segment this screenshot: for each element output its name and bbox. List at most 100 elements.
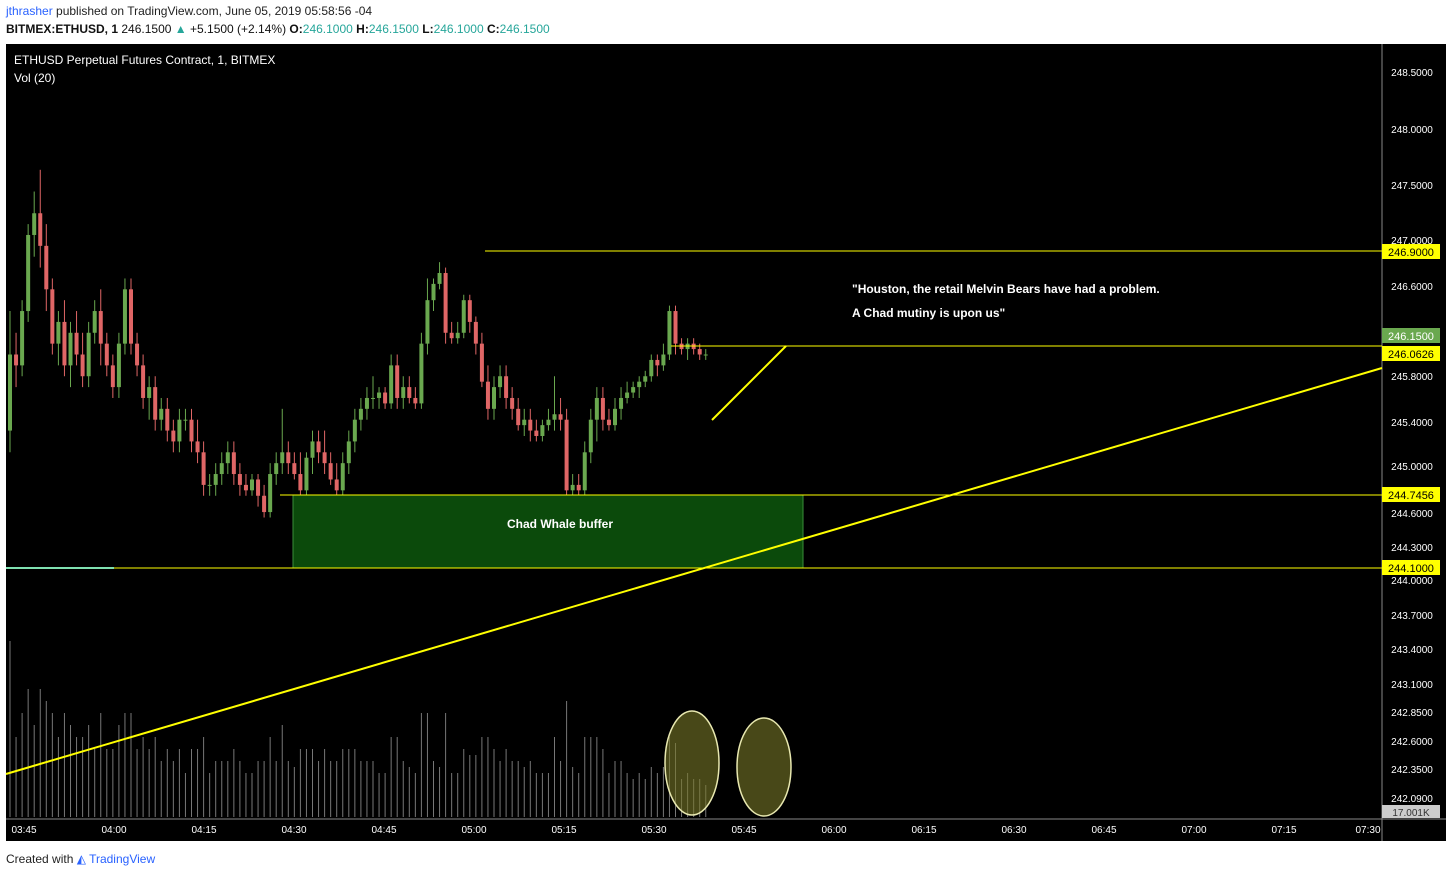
price-change: +5.1500 (+2.14%)	[190, 22, 287, 36]
open-label: O:	[289, 22, 303, 36]
candle-body	[510, 397, 515, 409]
up-arrow-icon: ▲	[174, 22, 187, 36]
candle-body	[637, 381, 642, 388]
candle-body	[498, 376, 503, 388]
candle-body	[673, 311, 678, 344]
time-tick-label: 07:30	[1355, 825, 1380, 836]
candle-body	[153, 387, 158, 420]
low-value: 246.1000	[433, 22, 484, 36]
candle-body	[20, 311, 25, 366]
candle-body	[50, 289, 55, 344]
candle-body	[492, 387, 496, 409]
time-tick-label: 06:30	[1001, 825, 1026, 836]
chad-whale-buffer-zone[interactable]	[292, 494, 804, 569]
candle-body	[250, 479, 254, 491]
candle-body	[80, 354, 85, 377]
annotation-text-line-1: "Houston, the retail Melvin Bears have h…	[852, 282, 1160, 296]
published-text: published on TradingView.com, June 05, 2…	[56, 4, 373, 18]
publisher-link[interactable]: jthrasher	[6, 4, 53, 18]
candle-body	[322, 452, 327, 464]
candle-body	[352, 419, 357, 442]
short-trendline[interactable]	[711, 345, 787, 421]
candle-body	[56, 321, 61, 344]
candle-body	[280, 452, 285, 464]
candle-body	[473, 321, 478, 344]
zone-label: Chad Whale buffer	[507, 517, 613, 531]
candle-body	[558, 414, 563, 420]
candle-body	[44, 245, 49, 290]
candle-body	[371, 397, 375, 399]
price-tick-label: 243.4000	[1391, 645, 1433, 656]
price-tag-text: 246.0626	[1388, 349, 1434, 361]
volume-highlight-ellipse-2[interactable]	[736, 717, 792, 817]
price-tick-label: 242.6000	[1391, 737, 1433, 748]
footer: Created with ◭ TradingView	[6, 852, 155, 866]
last-price: 246.1500	[121, 22, 172, 36]
candle-body	[419, 343, 424, 404]
time-tick-label: 05:00	[461, 825, 486, 836]
high-label: H:	[356, 22, 369, 36]
price-tick-label: 247.0000	[1391, 236, 1433, 247]
tradingview-brand-link[interactable]: TradingView	[89, 852, 156, 866]
price-tag-text: 244.1000	[1388, 563, 1434, 575]
candle-body	[661, 354, 666, 366]
candle-body	[619, 397, 624, 409]
pane-title: ETHUSD Perpetual Futures Contract, 1, BI…	[14, 53, 275, 67]
candle-body	[425, 300, 430, 344]
volume-max-text: 17.001K	[1392, 808, 1430, 819]
candle-body	[98, 311, 103, 344]
candle-body	[262, 495, 267, 513]
time-axis[interactable]	[6, 819, 1382, 841]
candle-body	[92, 311, 97, 333]
price-tag-246-0626	[1382, 346, 1440, 361]
price-tick-label: 246.6000	[1391, 282, 1433, 293]
volume-highlight-ellipse-1[interactable]	[664, 710, 720, 816]
price-tag-text: 246.9000	[1388, 247, 1434, 259]
candle-body	[552, 414, 557, 420]
time-tick-label: 03:45	[11, 825, 36, 836]
candle-body	[667, 311, 672, 355]
candle-body	[606, 419, 611, 426]
candle-body	[364, 397, 369, 409]
candle-body	[389, 365, 394, 404]
candle-body	[358, 408, 363, 420]
publish-info: jthrasher published on TradingView.com, …	[6, 4, 372, 18]
tradingview-logo-icon: ◭	[76, 852, 86, 866]
price-tick-label: 244.3000	[1391, 543, 1433, 554]
candle-body	[122, 289, 127, 344]
price-tick-label: 245.8000	[1391, 372, 1433, 383]
candle-body	[703, 354, 708, 356]
price-axis[interactable]	[1382, 44, 1446, 841]
candle-body	[655, 359, 660, 366]
ascending-trendline[interactable]	[5, 367, 1383, 775]
candle-body	[576, 484, 581, 491]
candle-body	[631, 387, 636, 393]
price-tick-label: 248.5000	[1391, 68, 1433, 79]
candle-body	[613, 408, 617, 426]
candle-body	[443, 273, 448, 333]
candle-body	[292, 463, 297, 475]
candle-body	[243, 484, 248, 491]
candle-body	[479, 343, 484, 382]
candle-body	[86, 332, 91, 377]
candle-body	[195, 441, 200, 453]
symbol-label: BITMEX:ETHUSD, 1	[6, 22, 119, 36]
candle-body	[129, 289, 133, 344]
candle-body	[564, 419, 569, 491]
candle-body	[159, 408, 164, 420]
candle-body	[594, 397, 599, 420]
candle-body	[528, 419, 533, 431]
candle-body	[74, 332, 79, 355]
candle-body	[625, 392, 630, 398]
price-tick-label: 244.6000	[1391, 509, 1433, 520]
candle-body	[407, 387, 412, 398]
volume-max-tag	[1382, 805, 1440, 818]
candle-body	[431, 283, 436, 301]
created-with-text: Created with	[6, 852, 74, 866]
candle-body	[189, 419, 194, 442]
candle-body	[14, 354, 19, 366]
close-value: 246.1500	[499, 22, 550, 36]
candle-body	[104, 343, 109, 366]
candle-body	[328, 463, 333, 480]
